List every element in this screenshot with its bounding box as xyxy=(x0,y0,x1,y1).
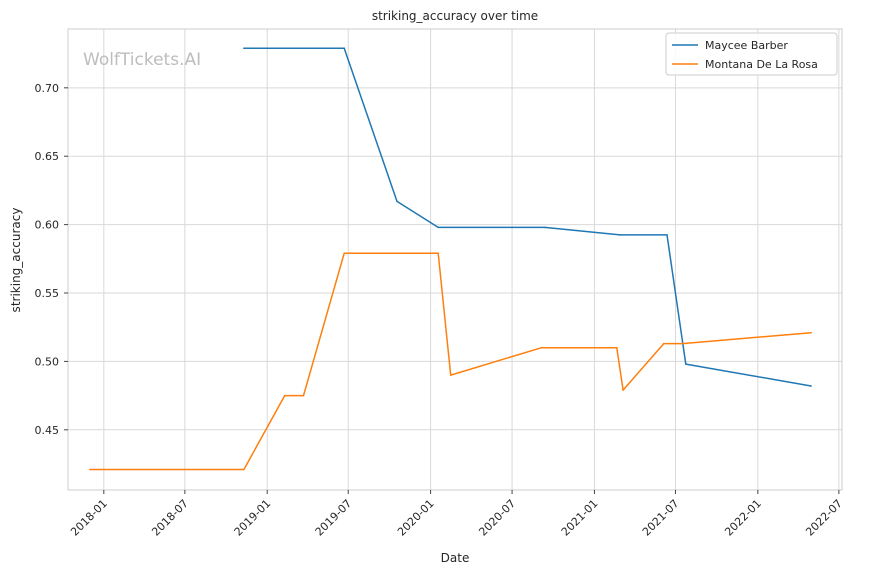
series-lines xyxy=(89,47,812,471)
data-point-montana-de-la-rosa xyxy=(622,389,624,391)
data-point-montana-de-la-rosa xyxy=(810,331,812,334)
data-point-montana-de-la-rosa xyxy=(663,342,665,345)
data-point-maycee-barber xyxy=(619,234,621,236)
data-point-montana-de-la-rosa xyxy=(343,252,346,255)
data-point-maycee-barber xyxy=(437,226,440,229)
y-tick-label: 0.45 xyxy=(35,424,60,437)
data-point-maycee-barber xyxy=(396,200,398,203)
y-axis-ticks: 0.45 0.50 0.55 0.60 0.65 0.70 xyxy=(35,82,68,437)
data-point-montana-de-la-rosa xyxy=(89,468,91,471)
legend-label-maycee-barber: Maycee Barber xyxy=(705,39,788,52)
data-point-montana-de-la-rosa xyxy=(681,342,684,345)
data-point-maycee-barber xyxy=(685,363,687,365)
data-point-maycee-barber xyxy=(544,226,546,229)
data-point-maycee-barber xyxy=(343,47,346,49)
y-axis-label: striking_accuracy xyxy=(9,208,23,313)
y-tick-label: 0.65 xyxy=(35,150,60,163)
x-axis-label: Date xyxy=(441,551,470,565)
plot-frame xyxy=(67,28,843,491)
data-point-montana-de-la-rosa xyxy=(437,252,440,255)
data-point-montana-de-la-rosa xyxy=(243,468,245,471)
legend-label-montana-de-la-rosa: Montana De La Rosa xyxy=(705,58,818,71)
y-tick-label: 0.70 xyxy=(35,82,60,95)
data-point-maycee-barber xyxy=(810,385,812,387)
data-point-montana-de-la-rosa xyxy=(302,394,305,397)
data-point-maycee-barber xyxy=(666,234,668,236)
y-tick-label: 0.60 xyxy=(35,219,60,232)
data-point-montana-de-la-rosa xyxy=(449,374,452,376)
y-tick-label: 0.50 xyxy=(35,355,60,368)
watermark: WolfTickets.AI xyxy=(83,50,201,70)
chart-title: striking_accuracy over time xyxy=(372,9,538,23)
legend: Maycee Barber Montana De La Rosa xyxy=(665,32,838,76)
legend-box xyxy=(665,32,838,76)
data-point-montana-de-la-rosa xyxy=(540,346,543,349)
data-point-maycee-barber xyxy=(243,47,245,49)
grid xyxy=(68,29,842,490)
data-point-montana-de-la-rosa xyxy=(616,346,618,349)
data-point-montana-de-la-rosa xyxy=(283,394,286,397)
y-tick-label: 0.55 xyxy=(35,287,60,300)
